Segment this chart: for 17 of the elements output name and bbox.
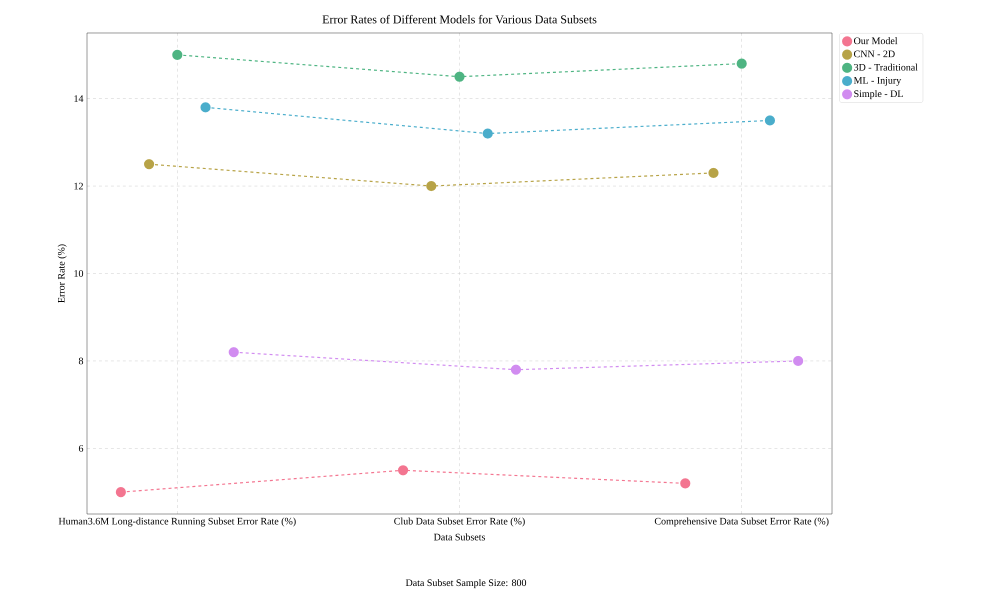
x-axis-title: Data Subsets: [434, 533, 486, 540]
legend-label: CNN - 2D: [854, 50, 895, 58]
y-tick-label: 10: [74, 270, 84, 277]
y-tick-label: 12: [74, 182, 83, 190]
legend-label: ML - Injury: [854, 77, 902, 86]
legend-label: Simple - DL: [854, 90, 903, 100]
y-tick-label: 8: [78, 358, 84, 364]
y-tick-label: 6: [78, 445, 84, 452]
y-tick-label: 14: [74, 95, 84, 102]
chart-title: Error Rates of Different Models for Various Data Subsets: [322, 14, 596, 24]
legend-label: 3D - Traditional: [854, 64, 918, 71]
x-tick-label: Human3.6M Long-distance Running Subset Error Rate (%): [58, 518, 296, 527]
x-tick-label: Comprehensive Data Subset Error Rate (%): [654, 518, 829, 527]
legend-label: Our Model: [854, 37, 898, 44]
y-axis-title: Error Rate (%): [58, 244, 67, 303]
x-tick-label: Club Data Subset Error Rate (%): [394, 518, 525, 527]
text: Data Subset Sample Size: 800: [406, 579, 526, 588]
